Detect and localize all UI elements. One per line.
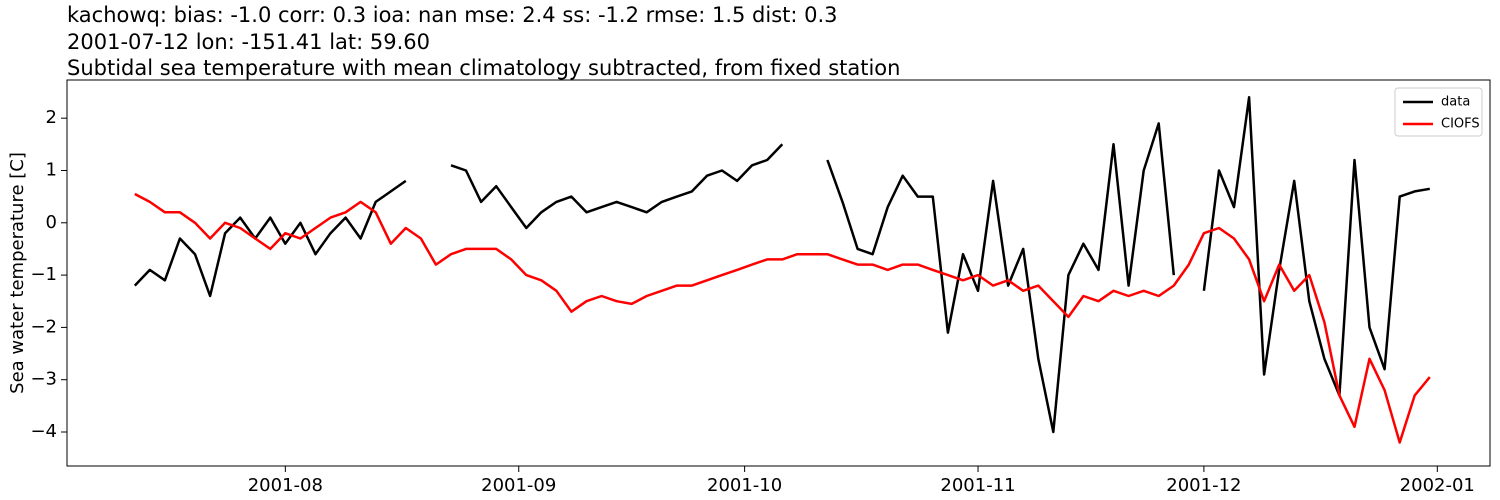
- y-tick-label: 2: [46, 107, 57, 128]
- y-tick-label: 1: [46, 159, 57, 180]
- title-line: Subtidal sea temperature with mean clima…: [67, 56, 900, 80]
- x-tick-label: 2001-12: [1166, 475, 1241, 496]
- x-tick-label: 2002-01: [1400, 475, 1475, 496]
- y-tick-label: 0: [46, 212, 57, 233]
- title-line: kachowq: bias: -1.0 corr: 0.3 ioa: nan m…: [67, 3, 838, 27]
- title-line: 2001-07-12 lon: -151.41 lat: 59.60: [67, 30, 430, 54]
- y-tick-label: −2: [30, 316, 57, 337]
- x-tick-label: 2001-11: [940, 475, 1015, 496]
- series-line: [134, 192, 1431, 444]
- series-line: [133, 96, 1431, 434]
- legend-label: data: [1441, 95, 1470, 110]
- y-tick-label: −1: [30, 264, 57, 285]
- x-tick-label: 2001-09: [481, 475, 556, 496]
- y-tick-label: −3: [30, 369, 57, 390]
- x-tick-label: 2001-10: [707, 475, 782, 496]
- plot-frame: [66, 79, 1491, 467]
- x-tick-label: 2001-08: [248, 475, 323, 496]
- y-axis-label: Sea water temperature [C]: [7, 152, 28, 394]
- y-tick-label: −4: [30, 421, 57, 442]
- legend-label: CIOFS: [1441, 117, 1480, 132]
